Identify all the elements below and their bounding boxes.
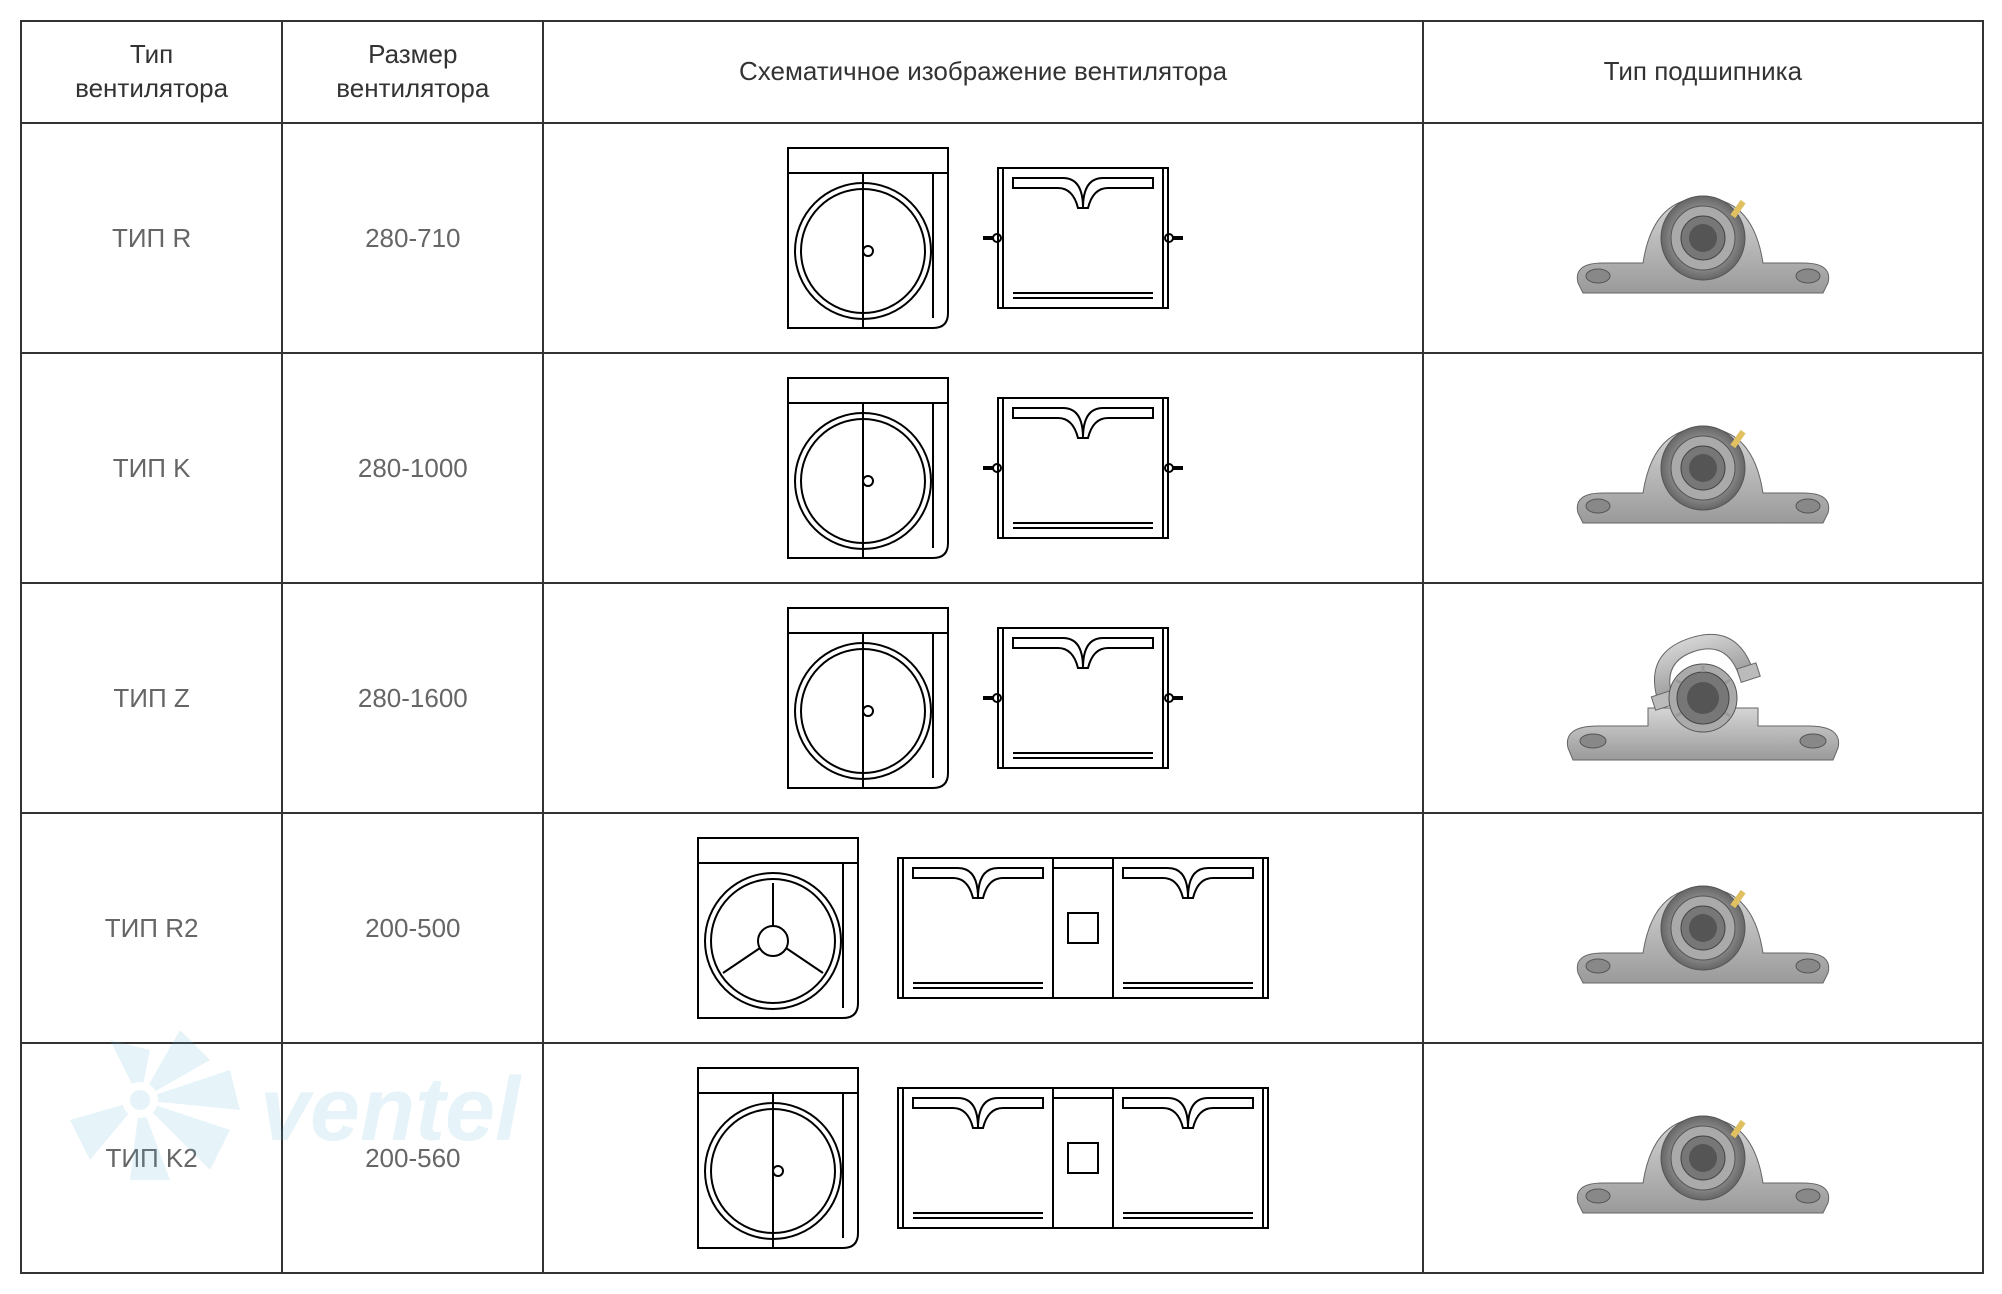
header-schematic: Схематичное изображение вентилятора (544, 22, 1423, 122)
cell-schematic (544, 124, 1423, 352)
table-row: ТИП R 280-710 (22, 124, 1982, 354)
type-value: ТИП Z (113, 683, 189, 714)
bearing-pillow-standard (1563, 398, 1843, 538)
cell-schematic (544, 814, 1423, 1042)
table-row: ТИП K 280-1000 (22, 354, 1982, 584)
cell-bearing (1424, 124, 1982, 352)
bearing-pillow-standard (1563, 858, 1843, 998)
cell-type: ТИП Z (22, 584, 283, 812)
cell-type: ТИП K2 (22, 1044, 283, 1272)
type-value: ТИП K (113, 453, 191, 484)
cell-schematic (544, 1044, 1423, 1272)
size-value: 280-1000 (358, 453, 468, 484)
cell-type: ТИП K (22, 354, 283, 582)
table-header-row: Тип вентилятора Размер вентилятора Схема… (22, 22, 1982, 124)
bearing-pillow-standard (1563, 168, 1843, 308)
cell-size: 280-1600 (283, 584, 544, 812)
cell-type: ТИП R (22, 124, 283, 352)
header-fan-type-label: Тип вентилятора (75, 38, 228, 106)
type-value: ТИП R2 (105, 913, 199, 944)
cell-type: ТИП R2 (22, 814, 283, 1042)
type-value: ТИП K2 (105, 1143, 197, 1174)
cell-bearing (1424, 814, 1982, 1042)
cell-size: 280-1000 (283, 354, 544, 582)
header-bearing: Тип подшипника (1424, 22, 1982, 122)
cell-size: 280-710 (283, 124, 544, 352)
cell-bearing (1424, 354, 1982, 582)
schematic-single (783, 373, 1183, 563)
table-row: ТИП Z 280-1600 (22, 584, 1982, 814)
schematic-double (693, 1063, 1273, 1253)
size-value: 280-1600 (358, 683, 468, 714)
header-schematic-label: Схематичное изображение вентилятора (739, 55, 1227, 89)
table-row: ТИП K2 200-560 (22, 1044, 1982, 1272)
fan-table: Тип вентилятора Размер вентилятора Схема… (20, 20, 1984, 1274)
header-fan-size-label: Размер вентилятора (336, 38, 489, 106)
cell-size: 200-500 (283, 814, 544, 1042)
schematic-single (783, 143, 1183, 333)
cell-schematic (544, 584, 1423, 812)
cell-size: 200-560 (283, 1044, 544, 1272)
cell-bearing (1424, 1044, 1982, 1272)
type-value: ТИП R (112, 223, 191, 254)
size-value: 280-710 (365, 223, 460, 254)
bearing-pillow-split (1553, 618, 1853, 778)
size-value: 200-500 (365, 913, 460, 944)
header-fan-type: Тип вентилятора (22, 22, 283, 122)
cell-schematic (544, 354, 1423, 582)
table-row: ТИП R2 200-500 (22, 814, 1982, 1044)
cell-bearing (1424, 584, 1982, 812)
header-bearing-label: Тип подшипника (1604, 55, 1802, 89)
schematic-double (693, 833, 1273, 1023)
schematic-single (783, 603, 1183, 793)
size-value: 200-560 (365, 1143, 460, 1174)
bearing-pillow-standard (1563, 1088, 1843, 1228)
header-fan-size: Размер вентилятора (283, 22, 544, 122)
